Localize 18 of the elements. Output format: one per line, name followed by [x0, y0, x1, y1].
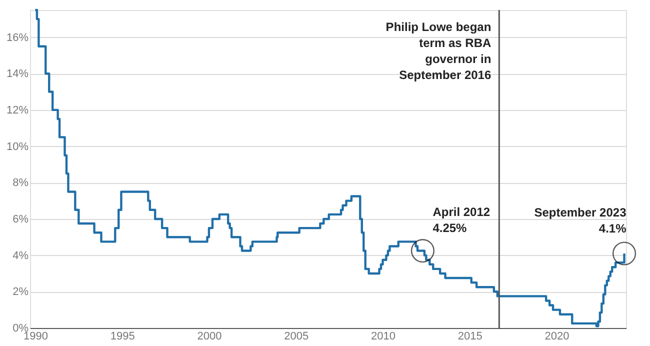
y-tick-label: 8%	[12, 177, 29, 190]
x-tick-label: 2010	[370, 330, 396, 342]
annotation: April 2012 4.25%	[432, 204, 490, 235]
annotation: September 2023 4.1%	[534, 205, 627, 236]
x-tick-label: 1990	[23, 330, 48, 342]
x-tick-label: 2020	[544, 330, 570, 342]
y-tick-label: 4%	[12, 250, 29, 262]
x-tick-label: 1995	[110, 330, 135, 342]
y-tick-label: 16%	[6, 32, 29, 44]
ref-line-label: Philip Lowe began term as RBA governor in September 2016	[386, 20, 492, 82]
y-tick-label: 14%	[6, 68, 29, 80]
x-tick-label: 2015	[458, 330, 482, 342]
x-tick-label: 2005	[284, 330, 309, 342]
y-tick-label: 6%	[12, 213, 29, 226]
y-tick-label: 2%	[12, 286, 29, 298]
x-tick-label: 2000	[197, 330, 222, 342]
y-tick-label: 12%	[6, 104, 29, 116]
y-tick-label: 10%	[6, 140, 29, 153]
